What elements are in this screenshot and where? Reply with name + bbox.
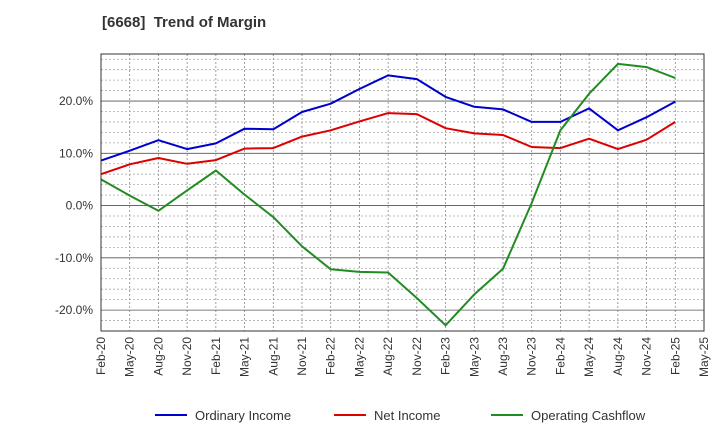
- x-tick-label: Nov-23: [525, 337, 539, 376]
- series-line: [100, 74, 676, 162]
- plot-frame: [100, 53, 705, 332]
- y-axis-ticks: 20.0% 10.0% 0.0% -10.0% -20.0%: [55, 94, 93, 317]
- x-tick-label: May-20: [123, 337, 137, 377]
- x-tick-label: Feb-25: [668, 337, 682, 375]
- y-tick-label: 0.0%: [66, 199, 94, 213]
- x-tick-label: Nov-20: [180, 337, 194, 376]
- y-tick-label: -10.0%: [55, 251, 93, 265]
- chart-title: [6668] Trend of Margin: [102, 14, 267, 31]
- legend: Ordinary Income Net Income Operating Cashf…: [155, 408, 646, 423]
- x-tick-label: Aug-23: [496, 337, 510, 376]
- x-tick-label: May-25: [697, 337, 711, 377]
- x-tick-label: Nov-22: [410, 337, 424, 376]
- y-tick-label: 20.0%: [59, 94, 93, 108]
- x-tick-label: Nov-24: [640, 337, 654, 376]
- x-tick-label: May-22: [352, 337, 366, 377]
- series-layer: [100, 62, 676, 327]
- x-tick-label: Feb-22: [324, 337, 338, 375]
- series-line: [100, 62, 676, 327]
- x-tick-label: Feb-24: [553, 337, 567, 375]
- x-tick-label: Feb-21: [209, 337, 223, 375]
- legend-label: Net Income: [374, 408, 440, 423]
- x-tick-label: Feb-20: [94, 337, 108, 375]
- legend-label: Operating Cashflow: [531, 408, 646, 423]
- x-tick-label: Aug-21: [266, 337, 280, 376]
- y-tick-label: -20.0%: [55, 303, 93, 317]
- series-line: [100, 112, 676, 176]
- grid-layer: [101, 54, 704, 332]
- x-tick-label: Feb-23: [439, 337, 453, 375]
- legend-label: Ordinary Income: [195, 408, 291, 423]
- x-tick-label: May-23: [467, 337, 481, 377]
- x-tick-label: Aug-20: [151, 337, 165, 376]
- x-tick-label: Aug-22: [381, 337, 395, 376]
- x-tick-label: May-21: [238, 337, 252, 377]
- y-tick-label: 10.0%: [59, 146, 93, 160]
- x-axis-ticks: Feb-20 May-20 Aug-20 Nov-20 Feb-21 May-21 Aug-…: [94, 337, 711, 377]
- x-tick-label: Nov-21: [295, 337, 309, 376]
- x-tick-label: May-24: [582, 337, 596, 377]
- x-tick-label: Aug-24: [611, 337, 625, 376]
